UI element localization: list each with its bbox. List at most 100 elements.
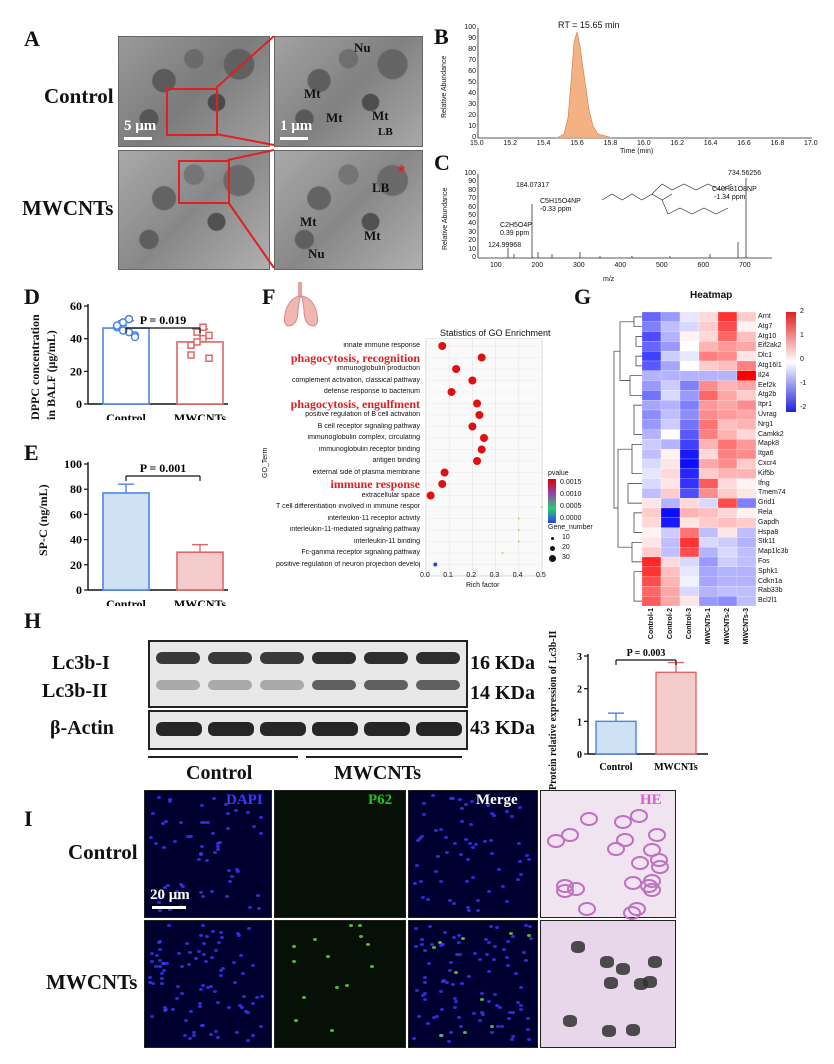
fluorescence-nucleus bbox=[477, 1018, 482, 1022]
heatmap-cell bbox=[698, 498, 719, 509]
heatmap-gene-label: Gapdh bbox=[758, 518, 780, 526]
fluorescence-nucleus bbox=[165, 883, 170, 887]
fluorescence-nucleus bbox=[509, 931, 514, 935]
blot-band-actin bbox=[312, 722, 358, 736]
he-particle-aggregate bbox=[571, 941, 586, 954]
fluorescence-nucleus bbox=[149, 952, 154, 956]
i-scale-label: 20 μm bbox=[150, 887, 190, 903]
panel-label-i: I bbox=[24, 806, 33, 831]
fluorescence-nucleus bbox=[234, 868, 239, 872]
fluorescence-nucleus bbox=[521, 950, 526, 954]
data-point bbox=[124, 314, 134, 324]
fluorescence-nucleus bbox=[480, 998, 485, 1002]
heatmap-scale-tick: 0 bbox=[800, 356, 804, 363]
heatmap-gene-label: Rela bbox=[758, 509, 773, 516]
fluorescence-nucleus bbox=[443, 930, 448, 934]
heatmap-cell bbox=[679, 400, 700, 411]
heatmap-gene-label: Atg16l1 bbox=[758, 362, 782, 369]
heatmap-cell bbox=[698, 468, 719, 479]
heatmap-cell bbox=[642, 321, 662, 332]
he-particle-aggregate bbox=[603, 976, 618, 989]
y-tick-label: 80 bbox=[70, 482, 82, 496]
fluorescence-nucleus bbox=[162, 886, 167, 889]
heatmap-gene-label: Ifng bbox=[758, 479, 770, 487]
fluorescence-nucleus bbox=[205, 821, 210, 825]
fluorescence-nucleus bbox=[518, 1004, 523, 1008]
fluorescence-nucleus bbox=[167, 924, 172, 928]
f-title: Statistics of GO Enrichment bbox=[440, 328, 551, 338]
fluorescence-nucleus bbox=[246, 1011, 251, 1015]
fluorescence-nucleus bbox=[329, 1028, 334, 1032]
heatmap-cell bbox=[698, 488, 719, 499]
c-xtick: 500 bbox=[656, 262, 668, 269]
blot-band-lc3b-ii bbox=[260, 680, 304, 690]
fluorescence-nucleus bbox=[188, 950, 193, 954]
heatmap-cell bbox=[736, 596, 756, 606]
fluorescence-nucleus bbox=[524, 924, 529, 928]
fluorescence-nucleus bbox=[448, 1031, 453, 1035]
label-nu: Nu bbox=[308, 246, 325, 261]
data-point bbox=[205, 331, 213, 340]
fluorescence-nucleus bbox=[163, 1006, 168, 1010]
fluorescence-nucleus bbox=[241, 971, 246, 975]
fluorescence-nucleus bbox=[161, 822, 166, 826]
scale-bar-5um bbox=[124, 137, 152, 140]
blot-actin bbox=[148, 710, 468, 750]
heatmap-cell bbox=[736, 400, 756, 411]
fluorescence-nucleus bbox=[493, 944, 498, 948]
i-scale-bar bbox=[152, 906, 186, 909]
heatmap-cell bbox=[736, 419, 756, 430]
fluorescence-nucleus bbox=[292, 960, 297, 964]
fluorescence-nucleus bbox=[500, 884, 505, 888]
label-lb: LB bbox=[378, 126, 393, 138]
heatmap-sample-label: MWCNTs-3 bbox=[743, 608, 750, 645]
chromatogram-chart bbox=[477, 28, 812, 139]
y-tick-label: 100 bbox=[64, 457, 82, 471]
fluorescence-nucleus bbox=[514, 972, 519, 976]
heatmap-cell bbox=[717, 537, 738, 548]
heatmap-gene-label: Hspa8 bbox=[758, 528, 779, 536]
fluorescence-nucleus bbox=[219, 931, 224, 935]
fluorescence-nucleus bbox=[479, 1011, 484, 1015]
fluorescence-nucleus bbox=[526, 1027, 531, 1031]
fluorescence-nucleus bbox=[160, 981, 165, 985]
fluorescence-nucleus bbox=[151, 981, 156, 985]
heatmap-gene-label: Atg7 bbox=[758, 322, 773, 330]
heatmap-cell bbox=[642, 556, 662, 567]
fluorescence-nucleus bbox=[157, 895, 162, 899]
fluorescence-nucleus bbox=[216, 1000, 221, 1004]
heatmap-cell bbox=[679, 556, 700, 567]
gene-legend-label: 30 bbox=[562, 554, 570, 561]
heatmap-cell bbox=[717, 586, 738, 597]
fluorescence-nucleus bbox=[313, 938, 318, 942]
fluorescence-nucleus bbox=[516, 1001, 521, 1005]
c-xtick: 600 bbox=[697, 262, 710, 269]
c-formula-3: C40H81O8NP bbox=[712, 186, 757, 193]
fluorescence-nucleus bbox=[426, 1022, 431, 1026]
c-peak-184: 184.07317 bbox=[516, 182, 550, 189]
fluorescence-nucleus bbox=[255, 893, 260, 897]
fluorescence-nucleus bbox=[487, 999, 492, 1003]
fluorescence-nucleus bbox=[429, 943, 434, 947]
fluorescence-nucleus bbox=[474, 842, 479, 846]
fluorescence-nucleus bbox=[444, 980, 449, 984]
fluorescence-nucleus bbox=[358, 924, 363, 928]
heatmap-gene-label: Sphk1 bbox=[758, 567, 778, 575]
f-xtick: 0.4 bbox=[512, 572, 523, 579]
b-xtick: 15.4 bbox=[536, 140, 551, 147]
i-col-p62: P62 bbox=[368, 792, 393, 808]
heatmap-cell bbox=[736, 527, 756, 538]
c-ylabel: Relative Abundance bbox=[442, 187, 449, 250]
heatmap-cell bbox=[679, 478, 700, 489]
fluorescence-nucleus bbox=[484, 937, 489, 941]
fluorescence-nucleus bbox=[462, 1030, 467, 1034]
y-tick-label: 3 bbox=[577, 652, 582, 663]
heatmap-cell bbox=[642, 507, 662, 518]
label-mt: Mt bbox=[372, 108, 389, 123]
heatmap-cell bbox=[679, 576, 700, 587]
heatmap-cell bbox=[660, 351, 681, 362]
heatmap-cell bbox=[660, 400, 681, 411]
group-label-control: Control bbox=[186, 762, 253, 784]
fluorescence-nucleus bbox=[344, 983, 349, 987]
c-ytick: 40 bbox=[468, 220, 476, 228]
